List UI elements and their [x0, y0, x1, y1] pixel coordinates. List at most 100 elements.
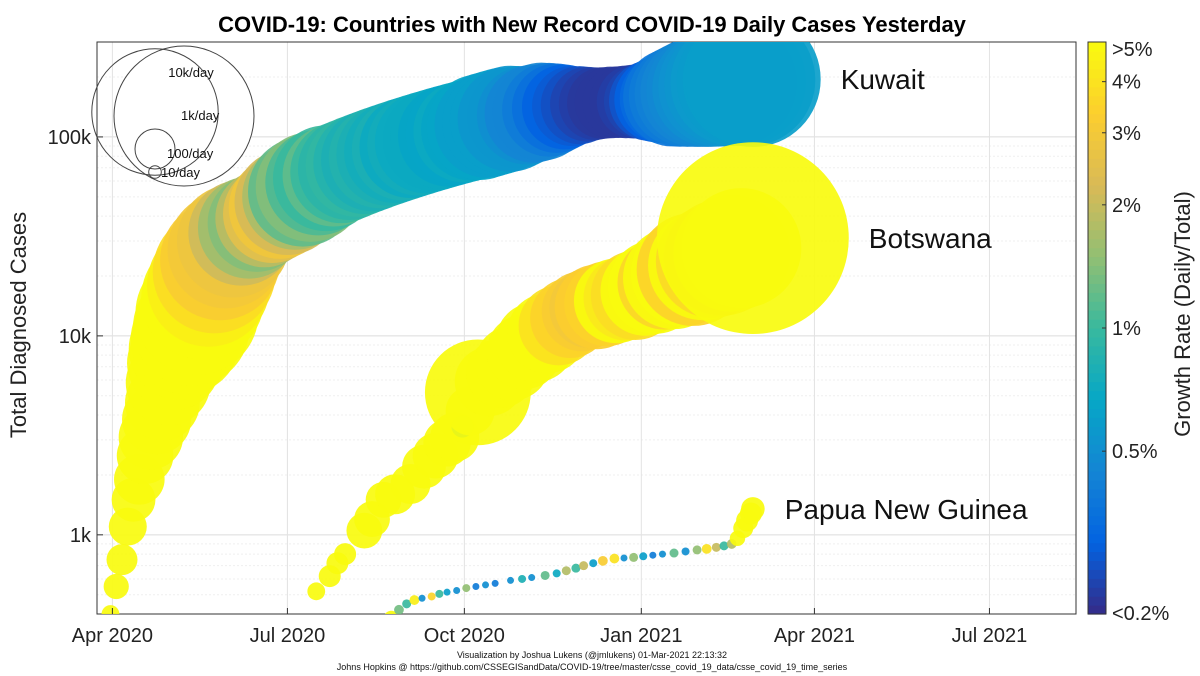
series-label: Botswana — [869, 223, 992, 254]
colorbar-segment — [1088, 310, 1106, 320]
data-point — [482, 581, 490, 589]
colorbar-tick-label: 2% — [1112, 195, 1141, 217]
colorbar-segment — [1088, 113, 1106, 124]
data-point — [579, 561, 589, 571]
colorbar-segment — [1088, 426, 1106, 436]
data-point — [620, 554, 628, 562]
colorbar-segment — [1088, 551, 1106, 561]
colorbar-segment — [1088, 533, 1106, 544]
colorbar-segment — [1088, 59, 1106, 70]
data-point — [103, 573, 129, 600]
data-point — [453, 587, 461, 595]
data-point — [402, 599, 412, 609]
colorbar-segment — [1088, 578, 1106, 588]
colorbar-segment — [1088, 587, 1106, 597]
size-legend-label: 100/day — [167, 146, 214, 161]
colorbar-segment — [1088, 211, 1106, 222]
credit-line-2: Johns Hopkins @ https://github.com/CSSEG… — [337, 662, 848, 672]
data-point — [435, 589, 444, 598]
data-point — [528, 574, 536, 582]
data-point — [639, 552, 648, 561]
colorbar-segment — [1088, 238, 1106, 249]
colorbar-segment — [1088, 471, 1106, 481]
colorbar-segment — [1088, 390, 1106, 401]
data-point — [656, 142, 849, 335]
y-tick-label: 10k — [59, 326, 92, 348]
colorbar-segment — [1088, 185, 1106, 195]
colorbar-tick-label: >5% — [1112, 39, 1153, 61]
colorbar-segment — [1088, 95, 1106, 106]
data-point — [394, 604, 404, 614]
colorbar-segment — [1088, 381, 1106, 392]
data-point — [658, 550, 666, 558]
colorbar-segment — [1088, 77, 1106, 88]
data-point — [334, 543, 357, 566]
colorbar-segment — [1088, 274, 1106, 284]
colorbar-segment — [1088, 202, 1106, 213]
colorbar-segment — [1088, 336, 1106, 347]
data-point — [701, 543, 712, 554]
colorbar-label: Growth Rate (Daily/Total) — [1170, 191, 1195, 437]
colorbar-segment — [1088, 444, 1106, 454]
y-axis-label: Total Diagnosed Cases — [6, 212, 31, 438]
bubble-group — [101, 42, 849, 614]
colorbar-segment — [1088, 319, 1106, 329]
colorbar-segment — [1088, 328, 1106, 338]
data-point — [711, 542, 721, 552]
colorbar-segment — [1088, 524, 1106, 535]
data-point — [681, 547, 690, 556]
colorbar-segment — [1088, 158, 1106, 168]
x-tick-label: Apr 2021 — [774, 625, 855, 647]
colorbar-segment — [1088, 417, 1106, 427]
colorbar-segment — [1088, 301, 1106, 311]
colorbar-segment — [1088, 596, 1106, 606]
colorbar-segment — [1088, 408, 1106, 418]
x-tick-label: Oct 2020 — [424, 625, 505, 647]
colorbar-segment — [1088, 104, 1106, 115]
colorbar-segment — [1088, 399, 1106, 410]
data-point — [427, 592, 436, 601]
data-point — [692, 545, 702, 555]
colorbar-segment — [1088, 220, 1106, 231]
data-point — [629, 552, 639, 562]
data-point — [462, 584, 471, 593]
colorbar-segment — [1088, 345, 1106, 356]
colorbar-segment — [1088, 462, 1106, 472]
data-point — [443, 588, 451, 596]
size-legend: 10k/day 1k/day 100/day 10/day — [91, 45, 255, 187]
series-label: Kuwait — [841, 64, 925, 95]
colorbar-tick-label: <0.2% — [1112, 603, 1169, 625]
y-axis: 1k 10k 100k — [48, 127, 103, 547]
data-point — [589, 559, 598, 568]
colorbar-segment — [1088, 193, 1106, 204]
colorbar-segment — [1088, 149, 1106, 159]
data-point — [472, 582, 480, 590]
data-point — [597, 555, 608, 566]
chart-title: COVID-19: Countries with New Record COVI… — [218, 12, 967, 37]
colorbar-tick-label: 1% — [1112, 318, 1141, 340]
colorbar-segment — [1088, 569, 1106, 579]
colorbar-segment — [1088, 453, 1106, 463]
data-point — [106, 544, 138, 576]
data-point — [685, 42, 821, 148]
size-legend-label: 10k/day — [168, 65, 214, 80]
data-point — [609, 553, 620, 564]
colorbar-segment — [1088, 265, 1106, 275]
colorbar-segment — [1088, 363, 1106, 374]
data-point — [552, 569, 561, 578]
colorbar-segment — [1088, 605, 1106, 615]
size-legend-circle — [91, 48, 219, 176]
colorbar-segment — [1088, 515, 1106, 526]
colorbar-segment — [1088, 560, 1106, 570]
colorbar-segment — [1088, 488, 1106, 499]
series-label: Papua New Guinea — [785, 494, 1028, 525]
colorbar-segment — [1088, 354, 1106, 365]
colorbar-segment — [1088, 247, 1106, 258]
colorbar-segment — [1088, 122, 1106, 132]
data-point — [418, 594, 426, 602]
data-point — [101, 605, 120, 614]
x-tick-label: Jul 2021 — [952, 625, 1028, 647]
colorbar: >5% 4% 3% 2% 1% 0.5% <0.2% — [1087, 39, 1169, 625]
colorbar-segment — [1088, 256, 1106, 267]
